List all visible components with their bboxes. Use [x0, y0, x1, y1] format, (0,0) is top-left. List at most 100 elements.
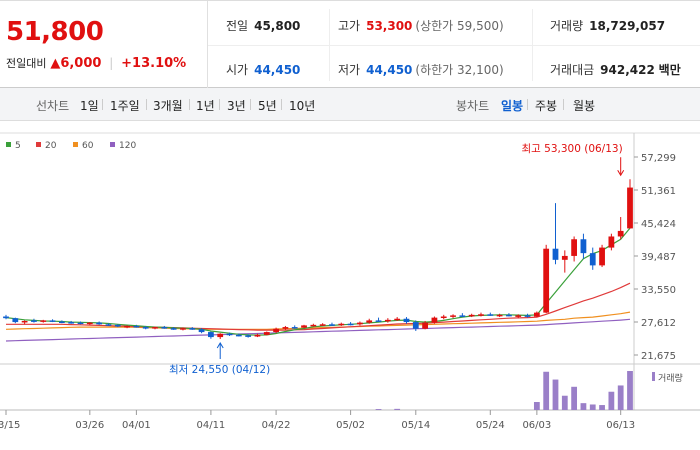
- candle-body: [68, 322, 75, 324]
- x-tick-label: 04/11: [196, 420, 225, 431]
- tab-daily[interactable]: 일봉: [501, 99, 524, 113]
- tab-monthly[interactable]: 월봉: [573, 99, 596, 113]
- lower-limit: (하한가 32,100): [415, 63, 504, 77]
- candle-body: [431, 317, 438, 323]
- tab-1y[interactable]: 1년: [196, 99, 215, 113]
- prev-close-value: 45,800: [254, 19, 301, 33]
- candle-body: [580, 239, 587, 254]
- trade-amount: 거래대금 942,422 백만: [550, 61, 681, 78]
- y-tick-label: 33,550: [641, 285, 676, 296]
- candle-body: [263, 332, 270, 335]
- y-tick-label: 45,424: [641, 219, 676, 230]
- tab-weekly[interactable]: 주봉: [535, 99, 558, 113]
- y-tick-label: 57,299: [641, 153, 676, 164]
- candle-body: [478, 314, 484, 316]
- candle-body: [142, 327, 149, 329]
- legend-swatch: [110, 142, 115, 147]
- change-row: 전일대비 ▲6,000 | +13.10%: [6, 55, 186, 71]
- divider: [189, 99, 190, 110]
- candle-body: [124, 325, 130, 328]
- candle-body: [552, 248, 559, 260]
- candle-body: [561, 255, 568, 260]
- candle-body: [440, 316, 447, 319]
- candle-body: [422, 322, 428, 329]
- candle-body: [459, 315, 466, 317]
- change-value: 6,000: [60, 56, 102, 71]
- volume-bar: [608, 391, 615, 410]
- tab-10y[interactable]: 10년: [289, 99, 316, 113]
- candle-body: [329, 324, 335, 326]
- candle-body: [217, 333, 224, 338]
- up-arrow-icon: ▲: [50, 56, 61, 71]
- candle-body: [105, 324, 112, 326]
- candle-body: [347, 323, 354, 326]
- y-tick-label: 27,612: [641, 318, 676, 329]
- ma-line-5: [5, 227, 631, 336]
- volume-bar: [561, 395, 568, 410]
- candle-body: [235, 334, 242, 337]
- candle-body: [589, 253, 596, 266]
- divider: [208, 45, 700, 46]
- amount-label: 거래대금: [550, 63, 595, 77]
- upper-limit: (상한가 59,500): [415, 19, 504, 33]
- legend-swatch: [36, 142, 41, 147]
- legend-label: 120: [119, 141, 136, 151]
- open-price: 시가 44,450: [226, 61, 300, 78]
- candle-body: [627, 187, 633, 229]
- candlestick-chart: 57,299 51,361 45,424 39,487 33,550 27,612 21,6…: [0, 132, 700, 431]
- open-value: 44,450: [254, 63, 301, 77]
- candle-body: [375, 320, 382, 322]
- divider: [146, 99, 147, 110]
- candle-body: [496, 314, 503, 317]
- price-block: 51,800 전일대비 ▲6,000 | +13.10%: [0, 1, 208, 89]
- candle-body: [524, 315, 531, 317]
- candle-body: [58, 321, 65, 324]
- amount-value: 942,422: [600, 63, 655, 77]
- open-label: 시가: [226, 63, 249, 77]
- high-price: 고가 53,300 (상한가 59,500): [338, 17, 504, 34]
- candle-body: [3, 316, 9, 319]
- candle-body: [12, 318, 19, 323]
- candle-body: [384, 319, 391, 322]
- chart-tab-bar: 선차트 1일 1주일 3개월 1년 3년 5년 10년 봉차트 일봉 주봉 월봉: [0, 88, 700, 121]
- low-price: 저가 44,450 (하한가 32,100): [338, 61, 504, 78]
- candle-body: [608, 236, 615, 248]
- candle-body: [49, 320, 56, 322]
- candle-body: [86, 322, 93, 325]
- y-tick-label: 21,675: [641, 351, 676, 362]
- tab-3y[interactable]: 3년: [227, 99, 246, 113]
- candle-body: [96, 322, 103, 325]
- low-value: 44,450: [366, 63, 413, 77]
- volume-legend-swatch: [652, 372, 655, 381]
- tab-1d[interactable]: 1일: [80, 99, 99, 113]
- volume-bar: [394, 408, 401, 410]
- ma-line-120: [5, 318, 631, 342]
- tab-5y[interactable]: 5년: [258, 99, 277, 113]
- ma-line-60: [5, 311, 631, 330]
- volume-legend-label: 거래량: [658, 372, 683, 384]
- candle-body: [599, 247, 605, 266]
- volume-bar: [599, 405, 605, 410]
- low-label: 저가: [338, 63, 361, 77]
- tab-1w[interactable]: 1주일: [110, 99, 140, 113]
- candle-body: [77, 322, 84, 325]
- divider: [219, 99, 220, 110]
- candle-body: [450, 315, 456, 317]
- candle-body: [114, 324, 121, 327]
- candle-body: [533, 312, 540, 317]
- volume-bar: [627, 371, 633, 410]
- volume-bar: [589, 404, 596, 410]
- candle-body: [468, 314, 475, 317]
- volume-bar: [617, 385, 624, 410]
- x-tick-label: 03/15: [0, 420, 20, 431]
- divider: [563, 99, 564, 110]
- x-tick-label: 05/14: [401, 420, 430, 431]
- candle-body: [319, 324, 326, 326]
- candle-body: [291, 327, 298, 329]
- x-tick-label: 05/24: [476, 420, 505, 431]
- candle-body: [543, 248, 550, 313]
- amount-unit: 백만: [658, 63, 681, 77]
- change-percent: +13.10%: [121, 56, 187, 71]
- x-tick-label: 06/03: [522, 420, 551, 431]
- tab-3m[interactable]: 3개월: [153, 99, 183, 113]
